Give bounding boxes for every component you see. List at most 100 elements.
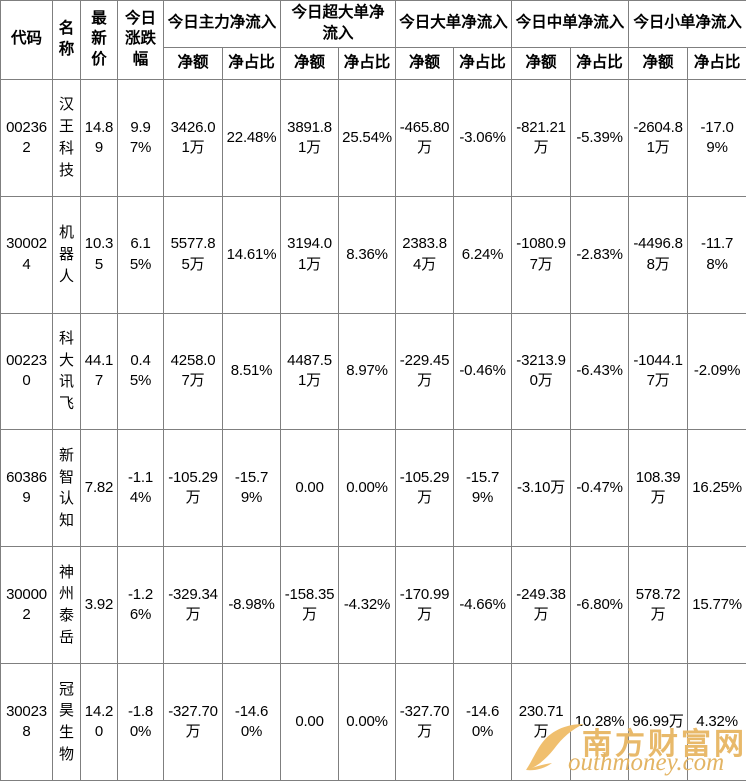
cell-xl-net-ratio[interactable]: 25.54% <box>338 78 397 197</box>
cell-sm-net-amount[interactable]: 578.72万 <box>628 546 689 665</box>
cell-md-net-amount[interactable]: -821.21万 <box>511 78 572 197</box>
cell-sm-net-ratio[interactable]: -17.09% <box>687 78 746 197</box>
cell-main-net-ratio[interactable]: 22.48% <box>221 78 282 197</box>
cell-main-net-amount[interactable]: -327.70万 <box>163 663 223 781</box>
cell-xl-net-ratio[interactable]: -4.32% <box>338 546 397 665</box>
cell-latest-price[interactable]: 44.17 <box>80 312 118 431</box>
cell-md-net-amount[interactable]: -1080.97万 <box>511 195 572 314</box>
cell-main-net-amount[interactable]: -105.29万 <box>163 429 223 548</box>
cell-sm-net-amount[interactable]: -1044.17万 <box>628 312 689 431</box>
cell-sm-net-amount[interactable]: 108.39万 <box>628 429 689 548</box>
cell-name[interactable]: 科大讯飞 <box>52 312 81 431</box>
cell-sm-net-amount[interactable]: -4496.88万 <box>628 195 689 314</box>
cell-main-net-amount[interactable]: 3426.01万 <box>163 78 223 197</box>
cell-name[interactable]: 神州泰岳 <box>52 546 81 665</box>
cell-latest-price[interactable]: 7.82 <box>80 429 118 548</box>
cell-md-net-amount[interactable]: -249.38万 <box>511 546 572 665</box>
table-row[interactable]: 300238 冠昊生物 14.20 -1.80% -327.70万 -14.60% 0.00… <box>0 663 746 781</box>
table-row[interactable]: 300024 机器人 10.35 6.15% 5577.85万 14.61% 3194.01… <box>0 195 746 314</box>
header-md-net-amount[interactable]: 净额 <box>511 46 572 80</box>
cell-lg-net-ratio[interactable]: -15.79% <box>453 429 513 548</box>
header-xl-net-ratio[interactable]: 净占比 <box>338 46 397 80</box>
cell-code[interactable]: 603869 <box>0 429 53 548</box>
cell-name[interactable]: 冠昊生物 <box>52 663 81 781</box>
header-group-large-order-net-inflow[interactable]: 今日大单净流入 <box>395 0 513 48</box>
cell-sm-net-ratio[interactable]: -11.78% <box>687 195 746 314</box>
cell-xl-net-ratio[interactable]: 8.36% <box>338 195 397 314</box>
header-lg-net-amount[interactable]: 净额 <box>395 46 455 80</box>
cell-md-net-ratio[interactable]: -2.83% <box>570 195 630 314</box>
cell-main-net-amount[interactable]: -329.34万 <box>163 546 223 665</box>
header-xl-net-amount[interactable]: 净额 <box>280 46 340 80</box>
table-row[interactable]: 002362 汉王科技 14.89 9.97% 3426.01万 22.48% 3891.8… <box>0 78 746 197</box>
header-md-net-ratio[interactable]: 净占比 <box>570 46 630 80</box>
cell-main-net-ratio[interactable]: 8.51% <box>221 312 282 431</box>
cell-name[interactable]: 机器人 <box>52 195 81 314</box>
cell-code[interactable]: 300024 <box>0 195 53 314</box>
header-group-medium-order-net-inflow[interactable]: 今日中单净流入 <box>511 0 630 48</box>
cell-lg-net-amount[interactable]: -465.80万 <box>395 78 455 197</box>
header-sm-net-amount[interactable]: 净额 <box>628 46 689 80</box>
cell-lg-net-amount[interactable]: -229.45万 <box>395 312 455 431</box>
cell-md-net-ratio[interactable]: -6.80% <box>570 546 630 665</box>
cell-today-change[interactable]: -1.26% <box>117 546 164 665</box>
cell-code[interactable]: 300238 <box>0 663 53 781</box>
cell-today-change[interactable]: 6.15% <box>117 195 164 314</box>
cell-lg-net-ratio[interactable]: -0.46% <box>453 312 513 431</box>
cell-lg-net-ratio[interactable]: -14.60% <box>453 663 513 781</box>
header-today-change[interactable]: 今日涨跌幅 <box>117 0 164 80</box>
table-row[interactable]: 002230 科大讯飞 44.17 0.45% 4258.07万 8.51% 4487.51… <box>0 312 746 431</box>
cell-main-net-ratio[interactable]: 14.61% <box>221 195 282 314</box>
cell-sm-net-ratio[interactable]: 4.32% <box>687 663 746 781</box>
header-group-main-net-inflow[interactable]: 今日主力净流入 <box>162 0 282 48</box>
table-row[interactable]: 300002 神州泰岳 3.92 -1.26% -329.34万 -8.98% -158.3… <box>0 546 746 665</box>
cell-md-net-amount[interactable]: 230.71万 <box>511 663 572 781</box>
cell-today-change[interactable]: -1.80% <box>117 663 164 781</box>
cell-md-net-amount[interactable]: -3213.90万 <box>511 312 572 431</box>
cell-latest-price[interactable]: 10.35 <box>80 195 118 314</box>
cell-main-net-amount[interactable]: 5577.85万 <box>163 195 223 314</box>
cell-xl-net-ratio[interactable]: 8.97% <box>338 312 397 431</box>
cell-code[interactable]: 002362 <box>0 78 53 197</box>
cell-xl-net-amount[interactable]: 0.00 <box>280 663 340 781</box>
cell-name[interactable]: 汉王科技 <box>52 78 81 197</box>
cell-main-net-ratio[interactable]: -15.79% <box>221 429 282 548</box>
header-group-extra-large-order-net-inflow[interactable]: 今日超大单净流入 <box>280 0 397 48</box>
cell-sm-net-ratio[interactable]: 16.25% <box>687 429 746 548</box>
cell-latest-price[interactable]: 14.89 <box>80 78 118 197</box>
cell-lg-net-ratio[interactable]: -3.06% <box>453 78 513 197</box>
header-main-net-amount[interactable]: 净额 <box>163 46 223 80</box>
cell-xl-net-amount[interactable]: 0.00 <box>280 429 340 548</box>
header-name[interactable]: 名称 <box>52 0 81 80</box>
cell-today-change[interactable]: 0.45% <box>117 312 164 431</box>
cell-sm-net-ratio[interactable]: -2.09% <box>687 312 746 431</box>
cell-latest-price[interactable]: 14.20 <box>80 663 118 781</box>
cell-today-change[interactable]: 9.97% <box>117 78 164 197</box>
cell-lg-net-amount[interactable]: 2383.84万 <box>395 195 455 314</box>
cell-name[interactable]: 新智认知 <box>52 429 81 548</box>
cell-xl-net-amount[interactable]: -158.35万 <box>280 546 340 665</box>
cell-lg-net-ratio[interactable]: -4.66% <box>453 546 513 665</box>
cell-xl-net-amount[interactable]: 4487.51万 <box>280 312 340 431</box>
cell-md-net-ratio[interactable]: -5.39% <box>570 78 630 197</box>
cell-xl-net-ratio[interactable]: 0.00% <box>338 429 397 548</box>
cell-xl-net-ratio[interactable]: 0.00% <box>338 663 397 781</box>
header-code[interactable]: 代码 <box>0 0 53 80</box>
cell-lg-net-amount[interactable]: -170.99万 <box>395 546 455 665</box>
cell-sm-net-ratio[interactable]: 15.77% <box>687 546 746 665</box>
cell-md-net-ratio[interactable]: -6.43% <box>570 312 630 431</box>
header-main-net-ratio[interactable]: 净占比 <box>221 46 282 80</box>
cell-code[interactable]: 002230 <box>0 312 53 431</box>
cell-lg-net-ratio[interactable]: 6.24% <box>453 195 513 314</box>
cell-sm-net-amount[interactable]: 96.99万 <box>628 663 689 781</box>
cell-code[interactable]: 300002 <box>0 546 53 665</box>
cell-latest-price[interactable]: 3.92 <box>80 546 118 665</box>
cell-md-net-ratio[interactable]: -0.47% <box>570 429 630 548</box>
cell-md-net-ratio[interactable]: 10.28% <box>570 663 630 781</box>
cell-md-net-amount[interactable]: -3.10万 <box>511 429 572 548</box>
cell-xl-net-amount[interactable]: 3194.01万 <box>280 195 340 314</box>
header-sm-net-ratio[interactable]: 净占比 <box>687 46 746 80</box>
cell-today-change[interactable]: -1.14% <box>117 429 164 548</box>
cell-main-net-amount[interactable]: 4258.07万 <box>163 312 223 431</box>
cell-lg-net-amount[interactable]: -327.70万 <box>395 663 455 781</box>
